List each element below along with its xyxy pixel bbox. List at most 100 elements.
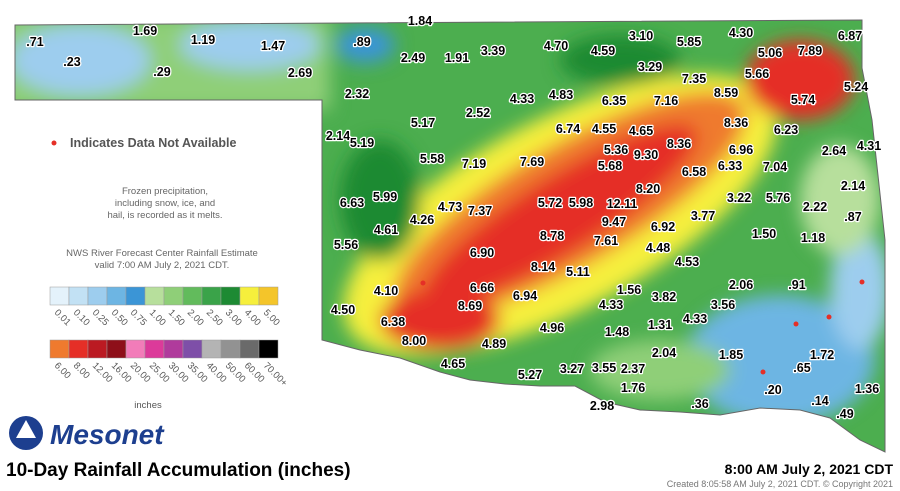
station-value: 6.58 bbox=[682, 165, 706, 179]
station-value: 5.19 bbox=[350, 136, 374, 150]
legend-label: 20.00 bbox=[128, 360, 153, 385]
station-value: 6.63 bbox=[340, 196, 364, 210]
station-value: 8.00 bbox=[402, 334, 426, 348]
station-value: .29 bbox=[153, 65, 170, 79]
legend-swatch bbox=[125, 339, 146, 359]
station-value: 2.37 bbox=[621, 362, 645, 376]
station-value: 2.64 bbox=[822, 144, 846, 158]
legend-swatch bbox=[144, 339, 165, 359]
station-value: 1.47 bbox=[261, 39, 285, 53]
station-value: 4.33 bbox=[510, 92, 534, 106]
station-value: 1.31 bbox=[648, 318, 672, 332]
legend-label: 6.00 bbox=[52, 360, 73, 381]
station-value: 8.78 bbox=[540, 229, 564, 243]
station-value: 3.56 bbox=[711, 298, 735, 312]
station-value: 3.29 bbox=[638, 60, 662, 74]
station-value: 1.91 bbox=[445, 51, 469, 65]
station-value: 5.76 bbox=[766, 191, 790, 205]
station-value: 3.27 bbox=[560, 362, 584, 376]
station-value: 5.99 bbox=[373, 190, 397, 204]
station-value: .89 bbox=[353, 35, 370, 49]
station-value: 4.70 bbox=[544, 39, 568, 53]
station-value: 6.38 bbox=[381, 315, 405, 329]
legend-swatch bbox=[106, 286, 127, 306]
legend-swatch bbox=[258, 286, 279, 306]
station-value: 6.23 bbox=[774, 123, 798, 137]
legend-label: 0.01 bbox=[52, 307, 73, 328]
station-value: 3.77 bbox=[691, 209, 715, 223]
legend-swatch bbox=[68, 286, 89, 306]
station-value: 7.37 bbox=[468, 204, 492, 218]
legend-swatch bbox=[258, 339, 279, 359]
station-value: 2.14 bbox=[326, 129, 350, 143]
legend-label: 1.00 bbox=[147, 307, 168, 328]
station-value: 8.14 bbox=[531, 260, 555, 274]
station-value: 4.55 bbox=[592, 122, 616, 136]
legend-swatch bbox=[49, 339, 70, 359]
station-value: .71 bbox=[26, 35, 43, 49]
legend-swatch bbox=[201, 286, 222, 306]
station-value: 2.32 bbox=[345, 87, 369, 101]
station-value: 5.27 bbox=[518, 368, 542, 382]
station-value: 3.39 bbox=[481, 44, 505, 58]
legend-label: 5.00 bbox=[261, 307, 282, 328]
station-value: 1.84 bbox=[408, 14, 432, 28]
map-title: 10-Day Rainfall Accumulation (inches) bbox=[6, 460, 351, 481]
station-value: 6.33 bbox=[718, 159, 742, 173]
legend-swatch bbox=[87, 286, 108, 306]
legend-swatch bbox=[182, 286, 203, 306]
station-value: 1.18 bbox=[801, 231, 825, 245]
station-value: 4.10 bbox=[374, 284, 398, 298]
station-value: 4.26 bbox=[410, 213, 434, 227]
legend-label: 8.00 bbox=[71, 360, 92, 381]
source-line: NWS River Forecast Center Rainfall Estim… bbox=[66, 248, 258, 259]
legend-swatch bbox=[106, 339, 127, 359]
station-value: 2.69 bbox=[288, 66, 312, 80]
station-value: 4.65 bbox=[441, 357, 465, 371]
station-value: .49 bbox=[836, 407, 853, 421]
station-value: 5.74 bbox=[791, 93, 815, 107]
legend-swatch bbox=[68, 339, 89, 359]
station-value: 2.98 bbox=[590, 399, 614, 413]
valid-time: 8:00 AM July 2, 2021 CDT bbox=[725, 461, 894, 477]
legend-swatch bbox=[87, 339, 108, 359]
station-value: .36 bbox=[691, 397, 708, 411]
station-value: 1.76 bbox=[621, 381, 645, 395]
station-value: 2.14 bbox=[841, 179, 865, 193]
frozen-line: Frozen precipitation, bbox=[122, 186, 208, 197]
station-value: 4.31 bbox=[857, 139, 881, 153]
station-value: 7.16 bbox=[654, 94, 678, 108]
station-value: 8.20 bbox=[636, 182, 660, 196]
station-value: 4.48 bbox=[646, 241, 670, 255]
station-value: 4.89 bbox=[482, 337, 506, 351]
legend-swatch bbox=[144, 286, 165, 306]
station-value: 5.17 bbox=[411, 116, 435, 130]
station-value: 5.66 bbox=[745, 67, 769, 81]
station-value: 8.36 bbox=[667, 137, 691, 151]
station-value: 4.33 bbox=[599, 298, 623, 312]
station-value: 2.49 bbox=[401, 51, 425, 65]
station-value: 3.10 bbox=[629, 29, 653, 43]
station-value: 4.65 bbox=[629, 124, 653, 138]
station-value: 4.30 bbox=[729, 26, 753, 40]
station-value: .20 bbox=[764, 383, 781, 397]
station-value: 5.06 bbox=[758, 46, 782, 60]
station-value: 7.19 bbox=[462, 157, 486, 171]
station-value: 1.48 bbox=[605, 325, 629, 339]
station-value: 3.55 bbox=[592, 361, 616, 375]
legend-label: 30.00 bbox=[166, 360, 191, 385]
frozen-note: Frozen precipitation,including snow, ice… bbox=[107, 186, 222, 221]
station-values: .71 .23 1.69 .29 1.19 1.472.69 .89 1.84 2.49 1.91… bbox=[25, 13, 882, 423]
station-value: 8.36 bbox=[724, 116, 748, 130]
legend-label: 0.25 bbox=[90, 307, 111, 328]
legend-label: 0.10 bbox=[71, 307, 92, 328]
legend-label: 3.00 bbox=[223, 307, 244, 328]
legend: 0.010.100.250.500.751.001.502.002.503.00… bbox=[49, 286, 290, 411]
station-value: 6.87 bbox=[838, 29, 862, 43]
legend-label: 16.00 bbox=[109, 360, 134, 385]
station-value: .14 bbox=[811, 394, 828, 408]
legend-swatch bbox=[163, 339, 184, 359]
station-value: 3.82 bbox=[652, 290, 676, 304]
